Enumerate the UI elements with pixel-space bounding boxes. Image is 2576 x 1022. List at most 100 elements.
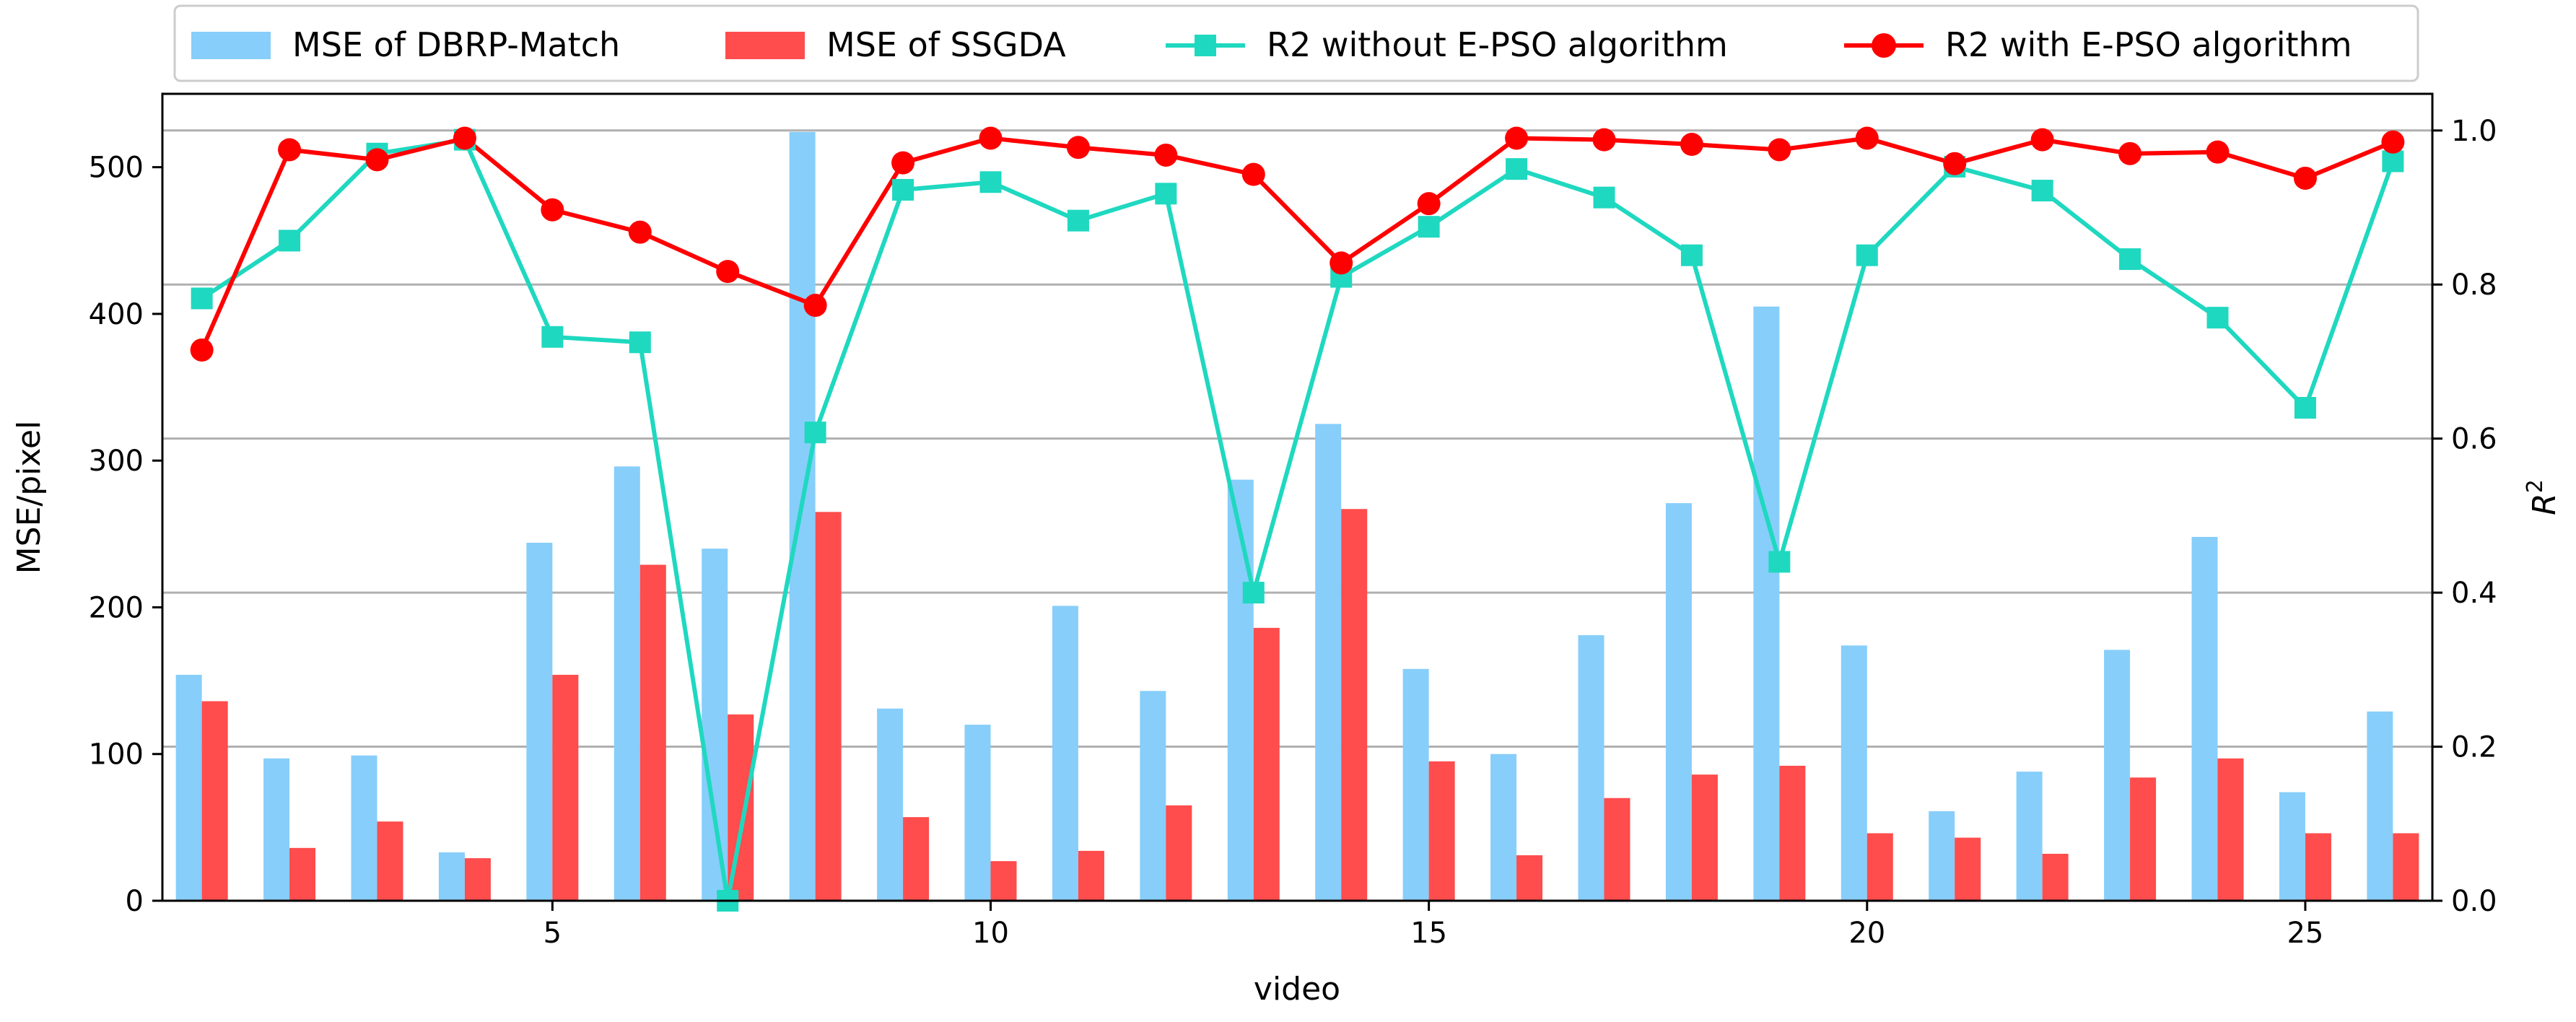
right-y-tick-label: 0.8	[2451, 268, 2497, 302]
right-y-tick-label: 0.4	[2451, 577, 2497, 610]
bar	[1691, 774, 1718, 901]
x-tick-label: 5	[543, 917, 562, 950]
legend-label-with-epso: R2 with E-PSO algorithm	[1945, 25, 2352, 64]
data-point-circle	[1592, 128, 1616, 152]
data-point-circle	[1505, 126, 1529, 150]
x-tick-label: 20	[1848, 917, 1885, 950]
bar	[1166, 805, 1192, 901]
data-point-square	[1768, 551, 1791, 573]
bar	[1665, 503, 1692, 901]
legend-swatch-ssgda	[725, 32, 805, 59]
data-point-circle	[1154, 143, 1178, 167]
data-point-circle	[628, 220, 652, 244]
bar	[2104, 650, 2131, 901]
data-point-circle	[1943, 152, 1967, 175]
data-point-square	[979, 171, 1002, 193]
data-point-circle	[365, 148, 389, 172]
legend-marker-square	[1195, 35, 1216, 56]
right-y-label-base: R	[2526, 493, 2563, 515]
bar	[1052, 606, 1078, 901]
left-y-tick-label: 0	[126, 885, 144, 918]
data-point-square	[1680, 244, 1703, 266]
data-point-circle	[979, 126, 1003, 150]
left-y-tick-label: 200	[89, 591, 144, 624]
bar	[1341, 509, 1368, 901]
bar	[1253, 627, 1280, 901]
bar	[201, 701, 228, 901]
data-point-square	[2294, 396, 2316, 419]
x-tick-label: 15	[1410, 917, 1447, 950]
bar	[2393, 833, 2419, 901]
left-y-tick-label: 100	[89, 738, 144, 772]
data-point-circle	[2206, 140, 2230, 164]
x-axis-label: video	[1254, 971, 1340, 1008]
data-point-circle	[2293, 166, 2317, 190]
bar	[175, 674, 202, 901]
bar	[1955, 837, 1981, 901]
right-y-tick-label: 1.0	[2451, 115, 2497, 148]
data-point-circle	[716, 260, 740, 284]
data-point-circle	[803, 294, 827, 318]
bar	[263, 758, 290, 901]
bar	[1516, 855, 1543, 901]
data-point-circle	[1241, 162, 1265, 186]
bar	[2016, 772, 2043, 901]
bar	[2279, 792, 2305, 901]
data-point-square	[629, 331, 651, 354]
data-point-square	[1506, 158, 1528, 180]
bar	[1315, 424, 1342, 901]
data-point-circle	[541, 198, 564, 222]
bar	[903, 817, 930, 901]
bar	[2217, 758, 2244, 901]
data-point-square	[1418, 216, 1440, 238]
data-point-square	[892, 178, 914, 201]
bar	[552, 674, 579, 901]
bar	[289, 847, 316, 901]
left-y-tick-label: 400	[89, 298, 144, 331]
bar	[990, 861, 1017, 901]
line-markers	[190, 126, 2405, 912]
right-y-tick-label: 0.0	[2451, 885, 2497, 918]
bar	[1841, 645, 1867, 901]
right-y-tick-label: 0.6	[2451, 423, 2497, 456]
bar	[2305, 833, 2331, 901]
data-point-square	[279, 230, 301, 252]
bar	[2367, 711, 2393, 901]
data-point-square	[541, 326, 564, 348]
bar	[964, 725, 991, 901]
data-point-circle	[1680, 133, 1703, 157]
bar	[877, 708, 904, 901]
data-point-square	[2206, 307, 2229, 329]
bar	[614, 466, 640, 901]
left-y-axis-label: MSE/pixel	[11, 421, 48, 575]
right-y-tick-label: 0.2	[2451, 731, 2497, 764]
data-point-circle	[1855, 126, 1879, 150]
data-point-square	[1067, 209, 1089, 232]
data-point-square	[2031, 180, 2053, 202]
bar	[2130, 777, 2157, 901]
bar	[1753, 306, 1780, 901]
bar	[2042, 853, 2069, 901]
data-point-square	[1242, 582, 1265, 604]
legend-marker-circle	[1872, 33, 1896, 58]
data-point-square	[1155, 183, 1177, 205]
data-point-circle	[891, 151, 915, 175]
data-point-square	[804, 422, 826, 444]
x-tick-label: 25	[2287, 917, 2323, 950]
bar	[639, 564, 666, 901]
data-point-square	[1593, 186, 1615, 209]
bar	[1227, 479, 1254, 901]
data-point-circle	[1768, 138, 1791, 162]
legend-label-without-epso: R2 without E-PSO algorithm	[1267, 25, 1728, 64]
series-line	[200, 137, 2396, 903]
bar	[526, 543, 553, 901]
bar	[377, 821, 403, 901]
data-point-circle	[453, 126, 476, 150]
data-point-circle	[190, 338, 214, 362]
bar	[1779, 765, 1806, 901]
bar	[702, 549, 728, 901]
line-series	[199, 136, 2396, 903]
bar	[1929, 811, 1955, 901]
bar	[1604, 798, 1630, 901]
